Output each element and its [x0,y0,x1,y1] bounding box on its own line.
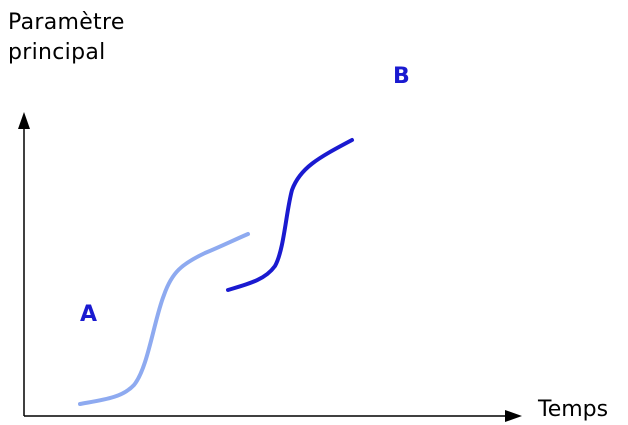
curve-a [78,232,250,406]
curve-b [226,138,354,292]
y-axis-label-line-2: principal [8,40,106,65]
x-axis-label: Temps [538,397,609,422]
y-axis-label-line-1: Paramètre [8,10,125,35]
x-axis-arrowhead [505,410,522,422]
y-axis-arrowhead [18,112,30,129]
curve-b-label: B [393,64,410,89]
curve-a-label: A [80,302,98,327]
y-axis-label: Paramètre principal [8,8,125,68]
